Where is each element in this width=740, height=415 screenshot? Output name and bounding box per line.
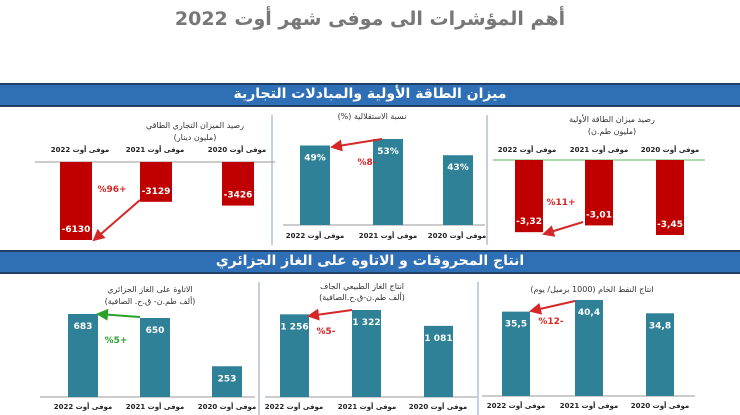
bar bbox=[585, 160, 613, 226]
chart-3: الاتاوة على الغاز الجزائري (ألف طم.ن- ق.ح… bbox=[40, 282, 260, 415]
category-label: موفى أوت 2020 bbox=[428, 231, 487, 240]
bar-value-label: -3,01 bbox=[586, 210, 612, 220]
chart-1: نسبة الاستقلالية (%) 49% موفى أوت 2022 53% م… bbox=[283, 112, 488, 245]
bar-value-label: -3,32 bbox=[516, 217, 542, 227]
chart-4: انتاج الغاز الطبيعي الجاف(ألف طم.ن-ق.ح.ا… bbox=[265, 282, 479, 415]
bar bbox=[515, 160, 543, 233]
category-label: موفى أوت 2021 bbox=[338, 402, 397, 411]
bar bbox=[300, 145, 330, 225]
bar bbox=[575, 300, 603, 396]
change-percent-label: %12- bbox=[538, 317, 564, 327]
bar bbox=[140, 318, 170, 397]
bar-value-label: 1 322 bbox=[352, 318, 380, 328]
bar-value-label: 53% bbox=[377, 147, 399, 157]
bar-value-label: -3426 bbox=[224, 191, 253, 201]
bar bbox=[212, 366, 242, 397]
category-label: موفى أوت 2022 bbox=[286, 231, 345, 240]
bar bbox=[656, 160, 684, 235]
chart-title: الاتاوة على الغاز الجزائري bbox=[107, 285, 192, 294]
chart-title: نسبة الاستقلالية (%) bbox=[338, 112, 407, 121]
change-percent-label: %5- bbox=[316, 327, 335, 337]
section-banner-energy-balance: ميزان الطاقة الأولية والمبادلات التجارية bbox=[0, 83, 740, 107]
category-label: موفى أوت 2022 bbox=[265, 402, 324, 411]
chart-title: انتاج الغاز الطبيعي الجاف bbox=[320, 282, 404, 291]
change-arrow bbox=[542, 221, 584, 237]
change-arrow bbox=[330, 138, 383, 152]
change-percent-label: %5+ bbox=[105, 336, 128, 346]
change-arrow bbox=[96, 308, 141, 321]
bar-value-label: 683 bbox=[74, 322, 93, 332]
bar bbox=[60, 162, 92, 240]
bar-value-label: 1 081 bbox=[424, 334, 452, 344]
category-label: موفى أوت 2022 bbox=[487, 401, 546, 410]
bar-value-label: 650 bbox=[146, 326, 165, 336]
bar bbox=[222, 162, 254, 206]
category-label: موفى أوت 2021 bbox=[126, 145, 185, 154]
section-title: انتاج المحروقات و الاتاوة على الغاز الجز… bbox=[215, 253, 525, 269]
bar-value-label: 1 256 bbox=[280, 322, 308, 332]
section-title: ميزان الطاقة الأولية والمبادلات التجارية bbox=[233, 86, 507, 102]
category-label: موفى أوت 2021 bbox=[560, 401, 619, 410]
category-label: موفى أوت 2020 bbox=[198, 402, 257, 411]
chart-title: (مليون طم.ن) bbox=[588, 127, 636, 136]
bar-value-label: 34,8 bbox=[649, 321, 671, 331]
bar-value-label: 253 bbox=[218, 374, 237, 384]
category-label: موفى أوت 2020 bbox=[409, 402, 468, 411]
category-label: موفى أوت 2021 bbox=[359, 231, 418, 240]
change-arrow bbox=[529, 300, 576, 315]
page-title: أهم المؤشرات الى موفى شهر أوت 2022 bbox=[174, 8, 566, 30]
category-label: موفى أوت 2022 bbox=[51, 145, 110, 154]
bar bbox=[443, 155, 473, 225]
bar-value-label: 49% bbox=[304, 153, 326, 163]
category-label: موفى أوت 2022 bbox=[498, 145, 557, 154]
bar-value-label: 35,5 bbox=[505, 320, 527, 330]
category-label: موفى أوت 2021 bbox=[126, 402, 185, 411]
bar bbox=[424, 325, 453, 397]
bar-value-label: 40,4 bbox=[578, 308, 600, 318]
change-percent-label: %8- bbox=[357, 158, 376, 168]
chart-title: (ألف طم.ن-ق.ح.الصافية) bbox=[319, 292, 405, 302]
chart-title: انتاج النفط الخام (1000 برميل/ يوم) bbox=[530, 285, 653, 294]
bar-value-label: -3,45 bbox=[657, 220, 683, 230]
bar bbox=[352, 310, 381, 397]
category-label: موفى أوت 2022 bbox=[54, 402, 113, 411]
category-label: موفى أوت 2021 bbox=[570, 145, 629, 154]
bar bbox=[280, 314, 309, 397]
bar-value-label: -6130 bbox=[62, 225, 91, 235]
chart-2: رصيد ميزان الطاقة الأولية (مليون طم.ن) -3,… bbox=[493, 114, 705, 237]
bar bbox=[68, 314, 98, 397]
bar bbox=[373, 139, 403, 225]
chart-title: رصيد ميزان الطاقة الأولية bbox=[569, 114, 655, 124]
bar bbox=[646, 313, 674, 396]
category-label: موفى أوت 2020 bbox=[641, 145, 700, 154]
chart-5: انتاج النفط الخام (1000 برميل/ يوم) 35,5 م… bbox=[482, 285, 695, 410]
change-arrow bbox=[307, 308, 353, 321]
bar-value-label: -3129 bbox=[142, 187, 171, 197]
chart-title: (ألف طم.ن- ق.ح. الصافية) bbox=[105, 296, 196, 306]
chart-0: رصيد الميزان التجاري الطاقي (مليون دينار)… bbox=[35, 115, 275, 245]
change-percent-label: %11+ bbox=[546, 198, 575, 208]
chart-title: (مليون دينار) bbox=[174, 133, 217, 142]
bar-value-label: 43% bbox=[447, 163, 469, 173]
bar bbox=[502, 311, 530, 396]
category-label: موفى أوت 2020 bbox=[208, 145, 267, 154]
chart-title: رصيد الميزان التجاري الطاقي bbox=[146, 121, 244, 130]
bar bbox=[140, 162, 172, 202]
category-label: موفى أوت 2020 bbox=[631, 401, 690, 410]
change-percent-label: %96+ bbox=[97, 185, 126, 195]
change-arrow bbox=[92, 199, 141, 242]
section-banner-production: انتاج المحروقات و الاتاوة على الغاز الجز… bbox=[0, 250, 740, 274]
